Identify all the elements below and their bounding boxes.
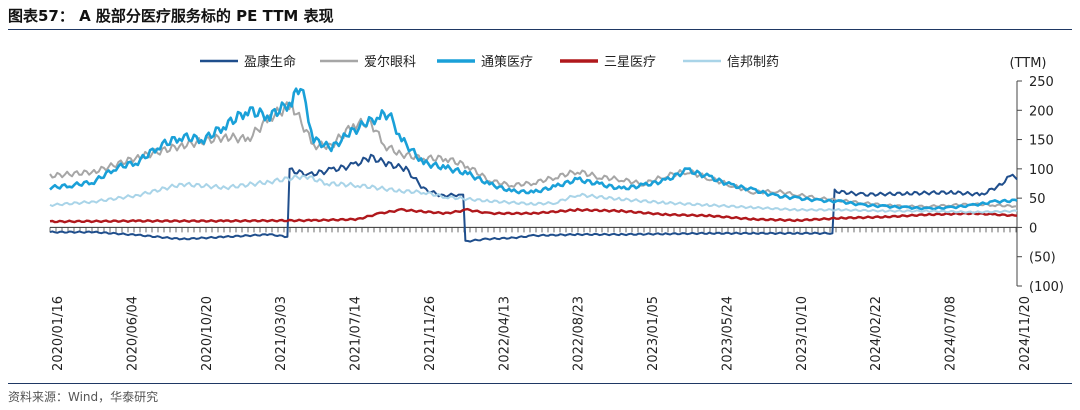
x-tick-label: 2020/10/20 <box>200 296 215 371</box>
series-line-0 <box>49 153 1018 243</box>
x-tick-label: 2023/10/10 <box>795 296 810 371</box>
x-tick-label: 2022/04/13 <box>497 296 512 371</box>
y-tick-label: 0 <box>1029 221 1037 236</box>
series-line-4 <box>49 174 1018 214</box>
x-tick-label: 2022/08/23 <box>572 296 587 371</box>
title-divider <box>8 29 1072 30</box>
x-tick-label: 2021/11/26 <box>423 296 438 371</box>
x-tick-label: 2021/07/14 <box>349 296 364 371</box>
x-tick-label: 2024/07/08 <box>944 296 959 371</box>
legend-label: 三星医疗 <box>604 55 656 70</box>
y-tick-label: 100 <box>1029 163 1054 178</box>
y-tick-label: 250 <box>1029 75 1054 90</box>
legend-label: 盈康生命 <box>244 54 296 70</box>
y-tick-label: (100) <box>1029 280 1064 295</box>
pe-ttm-line-chart: 250 200 150 100 50 0 (50) (100) (TTM) 2020/01/16 2… <box>49 54 1064 371</box>
chart-title: 图表57： A 股部分医疗服务标的 PE TTM 表现 <box>8 7 334 25</box>
footer-divider <box>8 383 1072 384</box>
x-tick-label: 2024/11/20 <box>1018 296 1033 371</box>
x-tick-label: 2021/03/03 <box>274 296 289 371</box>
x-tick-label: 2024/02/22 <box>869 296 884 371</box>
series-line-1 <box>49 101 1018 209</box>
x-tick-label: 2023/01/05 <box>646 296 661 371</box>
source-note: 资料来源：Wind，华泰研究 <box>8 390 159 404</box>
y-tick-label: 50 <box>1029 192 1046 207</box>
series-line-3 <box>49 207 1018 224</box>
x-tick-label: 2020/01/16 <box>51 296 66 371</box>
legend-label: 爱尔眼科 <box>364 55 416 70</box>
series-line-2 <box>49 87 1018 211</box>
y-tick-label: 200 <box>1029 104 1054 119</box>
y-tick-label: 150 <box>1029 134 1054 149</box>
x-tick-label: 2023/05/24 <box>720 296 735 371</box>
legend-label: 通策医疗 <box>481 54 533 70</box>
legend-label: 信邦制药 <box>727 55 779 70</box>
x-tick-label: 2020/06/04 <box>125 296 140 371</box>
y-axis-label: (TTM) <box>1009 56 1046 71</box>
y-tick-label: (50) <box>1029 251 1056 266</box>
